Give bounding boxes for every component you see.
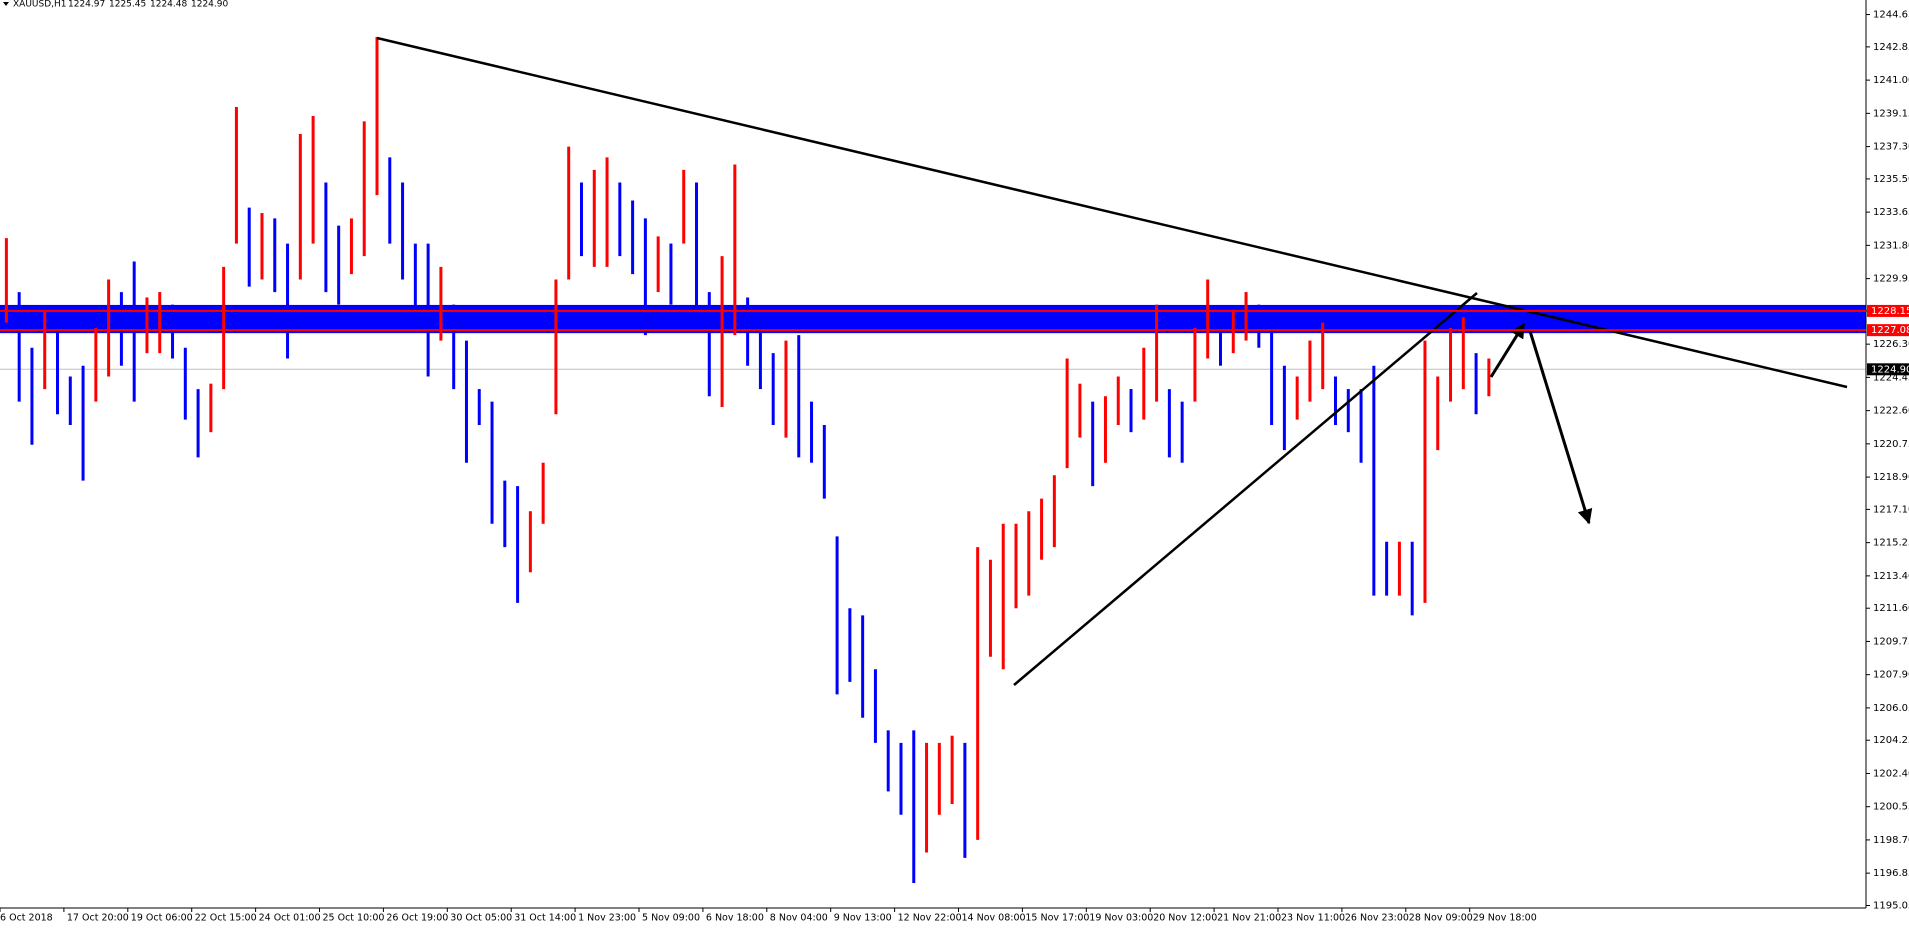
y-tick-label: 1229.95: [1873, 274, 1909, 285]
y-tick-label: 1211.60: [1873, 603, 1909, 614]
x-tick-label: 19 Oct 06:00: [131, 913, 193, 924]
x-tick-label: 12 Nov 22:00: [898, 913, 962, 924]
x-tick-label: 23 Nov 11:00: [1281, 913, 1345, 924]
y-tick-label: 1218.90: [1873, 472, 1909, 483]
trendline: [1013, 292, 1478, 686]
y-tick-label: 1220.75: [1873, 439, 1909, 450]
last-price-label-bg: [1867, 363, 1909, 376]
header-value: 1224.48: [150, 0, 187, 10]
y-tick-label: 1241.00: [1873, 75, 1909, 86]
y-tick-label: 1200.55: [1873, 802, 1909, 813]
x-tick-label: 26 Oct 19:00: [386, 913, 448, 924]
y-tick-label: 1237.30: [1873, 142, 1909, 153]
x-tick-label: 22 Oct 15:00: [195, 913, 257, 924]
x-tick-label: 6 Nov 18:00: [706, 913, 764, 924]
trendline: [376, 36, 1848, 389]
y-tick-label: 1226.30: [1873, 339, 1909, 350]
y-tick-label: 1204.25: [1873, 735, 1909, 746]
x-tick-label: 5 Nov 09:00: [642, 913, 700, 924]
y-tick-label: 1209.75: [1873, 636, 1909, 647]
arrow: [1528, 330, 1593, 525]
y-tick-label: 1231.80: [1873, 240, 1909, 251]
y-tick-label: 1202.40: [1873, 768, 1909, 779]
zone: [0, 304, 1866, 334]
x-tick-label: 24 Oct 01:00: [259, 913, 321, 924]
y-tick-label: 1233.65: [1873, 207, 1909, 218]
y-tick-label: 1224.45: [1873, 372, 1909, 383]
y-tick-label: 1215.25: [1873, 538, 1909, 549]
x-tick-label: 31 Oct 14:00: [514, 913, 576, 924]
header-value: 1225.45: [109, 0, 146, 10]
x-tick-label: 17 Oct 20:00: [67, 913, 129, 924]
y-tick-label: 1222.60: [1873, 406, 1909, 417]
header-value: 1224.90: [191, 0, 228, 10]
x-tick-label: 29 Nov 18:00: [1473, 913, 1537, 924]
y-tick-label: 1244.65: [1873, 10, 1909, 21]
y-tick-label: 1198.70: [1873, 835, 1909, 846]
x-tick-label: 8 Nov 04:00: [770, 913, 828, 924]
symbol: XAUUSD,H1: [13, 0, 67, 10]
x-tick-label: 21 Nov 21:00: [1217, 913, 1281, 924]
x-tick-label: 14 Nov 08:00: [962, 913, 1026, 924]
menu-icon[interactable]: [3, 2, 9, 6]
y-tick-label: 1242.85: [1873, 42, 1909, 53]
x-tick-label: 9 Nov 13:00: [834, 913, 892, 924]
x-tick-label: 26 Nov 23:00: [1345, 913, 1409, 924]
y-tick-label: 1235.50: [1873, 174, 1909, 185]
y-tick-label: 1206.05: [1873, 703, 1909, 714]
x-tick-label: 25 Oct 10:00: [323, 913, 385, 924]
x-tick-label: 19 Nov 03:00: [1089, 913, 1153, 924]
x-tick-label: 30 Oct 05:00: [450, 913, 512, 924]
x-tick-label: 28 Nov 09:00: [1409, 913, 1473, 924]
y-tick-label: 1239.15: [1873, 108, 1909, 119]
x-tick-label: 1 Nov 23:00: [578, 913, 636, 924]
y-tick-label: 1207.90: [1873, 670, 1909, 681]
arrow: [1489, 322, 1526, 378]
y-tick-label: 1217.10: [1873, 504, 1909, 515]
y-tick-label: 1195.05: [1873, 900, 1909, 911]
level-label: 1228.15: [1871, 306, 1909, 317]
y-tick-label: 1196.85: [1873, 868, 1909, 879]
level-label-bg: [1867, 304, 1909, 317]
level-label: 1227.08: [1871, 325, 1909, 336]
y-tick-label: 1213.40: [1873, 571, 1909, 582]
header-value: 1224.97: [68, 0, 105, 10]
x-tick-label: 15 Nov 17:00: [1025, 913, 1089, 924]
x-tick-label: 20 Nov 12:00: [1153, 913, 1217, 924]
level-label-bg: [1867, 324, 1909, 337]
plot-area: [0, 37, 1866, 884]
last-price-label: 1224.90: [1871, 364, 1909, 375]
x-tick-label: 16 Oct 2018: [0, 913, 53, 924]
